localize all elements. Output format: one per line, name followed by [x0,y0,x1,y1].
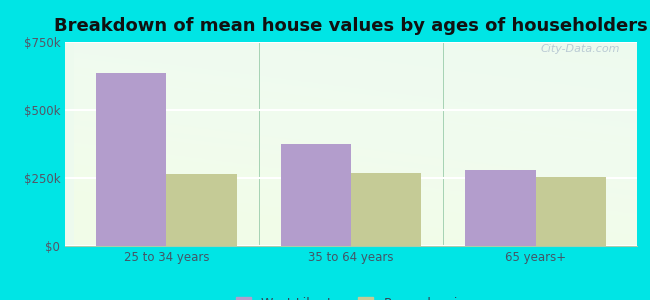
Text: City-Data.com: City-Data.com [540,44,620,54]
Bar [465,170,536,246]
Title: Breakdown of mean house values by ages of householders: Breakdown of mean house values by ages o… [54,17,648,35]
Bar [166,175,237,246]
Bar [281,144,351,246]
Bar [96,73,166,246]
Bar [536,178,606,246]
Legend: West Liberty, Pennsylvania: West Liberty, Pennsylvania [237,297,465,300]
Bar [351,173,421,246]
